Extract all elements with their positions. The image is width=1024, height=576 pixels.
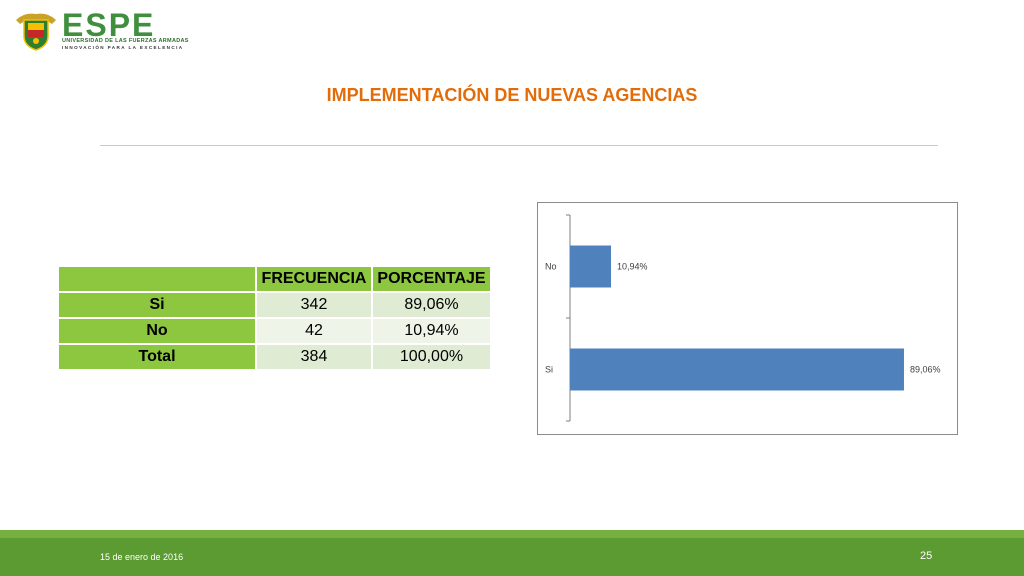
data-label: 89,06% (910, 365, 941, 375)
table-header-row: FRECUENCIA PORCENTAJE (59, 267, 490, 291)
table-header-cell: FRECUENCIA (257, 267, 371, 291)
table-row: Total 384 100,00% (59, 345, 490, 369)
slide-title: IMPLEMENTACIÓN DE NUEVAS AGENCIAS (326, 85, 698, 105)
slide-number: 25 (920, 550, 933, 562)
university-name: UNIVERSIDAD DE LAS FUERZAS ARMADAS (62, 38, 189, 44)
university-motto: INNOVACIÓN PARA LA EXCELENCIA (62, 45, 184, 50)
footer-bar: 15 de enero de 2016 25 (0, 538, 1024, 576)
table-header-cell: PORCENTAJE (373, 267, 490, 291)
brand-name: ESPE (62, 7, 156, 43)
table-header-cell (59, 267, 255, 291)
footer-date: 15 de enero de 2016 (100, 552, 184, 562)
table-row: Si 342 89,06% (59, 293, 490, 317)
espe-logo: ESPE UNIVERSIDAD DE LAS FUERZAS ARMADAS … (14, 7, 196, 52)
frecuencia-cell: 384 (257, 345, 371, 369)
table-row: No 42 10,94% (59, 319, 490, 343)
footer-accent-strip (0, 530, 1024, 538)
title-divider (100, 145, 938, 146)
frecuencia-cell: 342 (257, 293, 371, 317)
row-label: No (59, 319, 255, 343)
porcentaje-cell: 10,94% (373, 319, 490, 343)
frecuencia-cell: 42 (257, 319, 371, 343)
porcentaje-cell: 89,06% (373, 293, 490, 317)
bar-no (570, 245, 612, 288)
frequency-table: FRECUENCIA PORCENTAJE Si 342 89,06% No 4… (57, 265, 492, 371)
bar-chart: No 10,94% Si 89,06% (537, 202, 958, 435)
porcentaje-cell: 100,00% (373, 345, 490, 369)
row-label: Total (59, 345, 255, 369)
data-label: 10,94% (617, 262, 648, 272)
category-label: No (545, 262, 557, 272)
brand-block: ESPE UNIVERSIDAD DE LAS FUERZAS ARMADAS … (62, 7, 196, 52)
row-label: Si (59, 293, 255, 317)
bar-chart-svg: No 10,94% Si 89,06% (545, 214, 941, 422)
bar-si (570, 348, 904, 391)
university-crest-icon (16, 13, 56, 51)
category-label: Si (545, 365, 553, 375)
